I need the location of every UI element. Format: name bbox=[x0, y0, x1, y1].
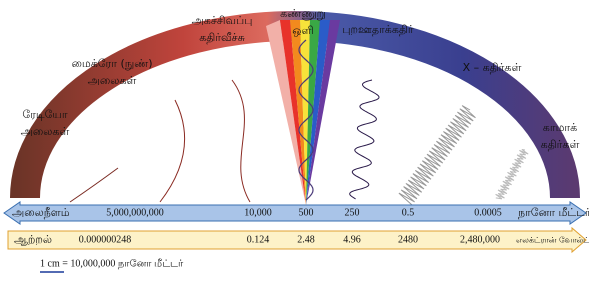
energy-unit: எலக்ட்ரான் வோல்ட் bbox=[516, 236, 589, 245]
spectrum-diagram: அலைநீளம் நானோ மீட்டர் ஆற்றல் எலக்ட்ரான் … bbox=[0, 0, 589, 278]
wavelength-value: 5,000,000,000 bbox=[106, 207, 164, 218]
wavelength-label: அலைநீளம் bbox=[12, 206, 70, 219]
region-label: ரேடியோ bbox=[22, 108, 67, 121]
region-label: அகச்சிவப்பு bbox=[192, 14, 253, 27]
energy-label: ஆற்றல் bbox=[14, 233, 52, 246]
region-label: காமாக் bbox=[543, 121, 577, 134]
region-label: X – கதிர்கள் bbox=[463, 61, 522, 74]
wave bbox=[350, 80, 379, 199]
wave bbox=[70, 168, 118, 202]
wavelength-unit: நானோ மீட்டர் bbox=[518, 206, 589, 219]
energy-value: 0.000000248 bbox=[79, 234, 132, 245]
region-label: கதிர்கள் bbox=[541, 138, 580, 151]
energy-value: 0.124 bbox=[247, 234, 270, 245]
region-label: அலைகள் bbox=[88, 74, 137, 87]
energy-value: 2,480,000 bbox=[460, 234, 500, 245]
wave bbox=[160, 100, 185, 202]
region-label: கண்ணுறு bbox=[280, 7, 326, 20]
energy-value: 2480 bbox=[398, 234, 418, 245]
wavelength-value: 0.5 bbox=[402, 207, 415, 218]
scale-note: 1 cm = 10,000,000 நானோ மீட்டர் bbox=[40, 258, 184, 269]
energy-value: 2.48 bbox=[297, 234, 315, 245]
region-label: அலைகள் bbox=[21, 125, 70, 138]
energy-value: 4.96 bbox=[343, 234, 361, 245]
wave bbox=[399, 106, 476, 206]
wavelength-value: 500 bbox=[299, 207, 314, 218]
wave bbox=[496, 150, 529, 199]
region-label: புறஊதாக்கதிர் bbox=[342, 23, 414, 36]
wavelength-value: 250 bbox=[345, 207, 360, 218]
wave bbox=[232, 80, 250, 202]
region-label: கதிர்வீச்சு bbox=[199, 31, 245, 44]
wavelength-value: 10,000 bbox=[244, 207, 272, 218]
wavelength-value: 0.0005 bbox=[474, 207, 502, 218]
region-label: மைக்ரோ (நுண்) bbox=[71, 57, 152, 70]
region-label: ஒளி bbox=[292, 24, 313, 37]
